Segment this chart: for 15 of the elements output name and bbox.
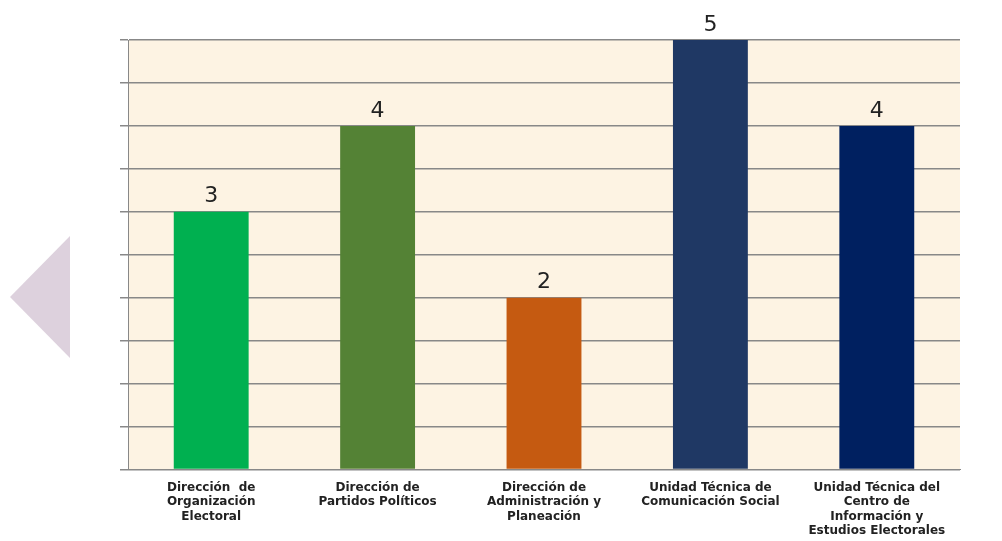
- bar: [672, 40, 748, 469]
- data-label: 4: [869, 96, 884, 122]
- bar: [340, 125, 416, 469]
- bar: [839, 125, 915, 469]
- data-label: 4: [370, 96, 385, 122]
- bar: [173, 211, 249, 469]
- x-tick-label: Unidad Técnica de Comunicación Social: [641, 479, 780, 509]
- x-tick-label: Dirección de Partidos Políticos: [318, 479, 437, 509]
- x-tick-label: Dirección de Organización Electoral: [166, 479, 256, 523]
- data-label: 3: [204, 182, 219, 208]
- bar: [506, 297, 582, 469]
- x-tick-label: Unidad Técnica del Centro de Información y Estudios Electorales: [808, 479, 946, 537]
- x-tick-label: Dirección de Administración y Planeación: [486, 479, 602, 523]
- data-label: 5: [703, 10, 718, 36]
- data-label: 2: [537, 268, 551, 294]
